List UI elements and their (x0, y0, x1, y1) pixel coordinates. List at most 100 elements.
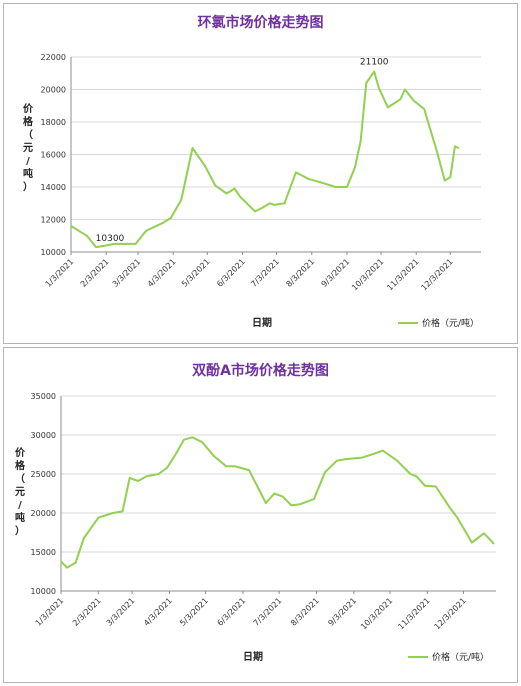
x-tick-label: 12/3/2021 (433, 596, 468, 631)
data-point (449, 176, 452, 179)
data-point (492, 542, 495, 545)
data-point (273, 492, 276, 495)
x-tick-label: 1/3/2021 (34, 596, 66, 628)
data-point (456, 516, 459, 519)
y-tick-label: 20000 (41, 86, 66, 95)
data-point (70, 225, 72, 227)
x-tick-label: 4/3/2021 (146, 257, 178, 289)
y-tick-label: 12000 (41, 216, 66, 225)
y-axis-label-char: 吨 (23, 167, 33, 180)
y-axis-label-char: 元 (15, 486, 25, 498)
data-point (334, 186, 337, 188)
data-point (373, 70, 376, 73)
x-tick-label: 10/3/2021 (359, 596, 394, 631)
data-point (191, 436, 194, 439)
data-point (204, 164, 206, 167)
y-tick-label: 15000 (31, 548, 56, 557)
data-point (336, 459, 338, 462)
x-tick-label: 6/3/2021 (215, 257, 247, 289)
data-point (95, 246, 97, 249)
data-point (399, 98, 402, 101)
data-point (137, 480, 140, 482)
data-point (424, 484, 426, 487)
data-point (294, 171, 297, 174)
data-point (483, 532, 485, 535)
y-axis-label-char: （ (15, 472, 25, 485)
y-tick-label: 14000 (41, 183, 66, 192)
data-point (361, 456, 364, 459)
data-point (66, 566, 68, 569)
data-point (268, 202, 271, 205)
line-chart: 10000 12000 14000 16000 18000 20000 22000 1/3/2… (23, 53, 481, 292)
series-line (70, 70, 459, 249)
data-point (239, 195, 242, 198)
x-axis-label: 日期 (243, 652, 263, 663)
x-tick-label: 5/3/2021 (180, 257, 212, 289)
data-point (373, 452, 376, 455)
data-point (254, 210, 256, 213)
data-point (307, 177, 310, 180)
data-point (201, 441, 203, 443)
y-tick-label: 25000 (31, 470, 56, 479)
data-point (318, 181, 321, 184)
data-point (183, 438, 185, 441)
data-point (157, 473, 160, 475)
data-point (264, 501, 267, 504)
y-axis-label-char: 格 (15, 459, 26, 472)
x-tick-label: 9/3/2021 (326, 596, 358, 628)
data-point (225, 192, 228, 195)
data-point (82, 537, 85, 539)
data-point (145, 229, 147, 232)
data-point (162, 221, 164, 224)
y-tick-label: 16000 (41, 151, 66, 160)
legend: 价格（元/吨） (408, 650, 489, 663)
data-point (113, 242, 116, 245)
data-point (170, 216, 172, 219)
y-tick-label: 10000 (41, 248, 66, 257)
data-point (97, 516, 100, 519)
data-point (409, 473, 412, 475)
data-point (233, 187, 236, 190)
y-axis-label-char: ） (15, 524, 25, 537)
x-tick-label: 6/3/2021 (216, 596, 248, 628)
y-tick-label: 10000 (31, 587, 56, 596)
y-tick-label: 30000 (31, 431, 56, 440)
legend-line-swatch (398, 321, 418, 324)
legend: 价格（元/吨） (398, 316, 479, 329)
data-point (323, 471, 326, 474)
data-point (298, 503, 301, 506)
data-point (233, 465, 236, 468)
x-tick-label: 7/3/2021 (252, 596, 284, 628)
data-point (352, 457, 355, 460)
chart-panel-epichlorohydrin: 环氯市场价格走势图 10000 12000 14000 16000 18000 20000… (3, 3, 518, 344)
y-tick-label: 20000 (31, 509, 56, 518)
data-point (354, 166, 356, 169)
y-axis-label-char: / (26, 156, 30, 167)
data-point (344, 458, 347, 461)
data-point (359, 140, 362, 143)
chart-title: 双酚A市场价格走势图 (192, 363, 329, 379)
x-tick-label: 3/3/2021 (111, 257, 143, 289)
data-point (443, 179, 446, 182)
data-point (213, 455, 215, 457)
line-chart: 10000 15000 20000 25000 30000 35000 1/3/2021 2/… (15, 392, 496, 631)
data-point (404, 88, 406, 91)
data-point (281, 495, 284, 498)
data-point (86, 234, 88, 237)
data-point (413, 99, 415, 102)
data-point (415, 475, 418, 478)
data-point (423, 108, 426, 110)
chart-frame (3, 3, 518, 344)
x-tick-label: 8/3/2021 (284, 257, 316, 289)
y-tick-label: 35000 (31, 392, 56, 401)
data-point (166, 466, 168, 469)
data-point (436, 153, 439, 156)
data-label: 21100 (360, 58, 389, 68)
data-point (124, 242, 127, 245)
data-point (346, 186, 348, 188)
data-point (225, 465, 227, 468)
data-point (434, 485, 437, 488)
chart-title: 环氯市场价格走势图 (197, 15, 324, 31)
x-tick-label: 8/3/2021 (289, 596, 321, 628)
data-point (365, 82, 368, 84)
